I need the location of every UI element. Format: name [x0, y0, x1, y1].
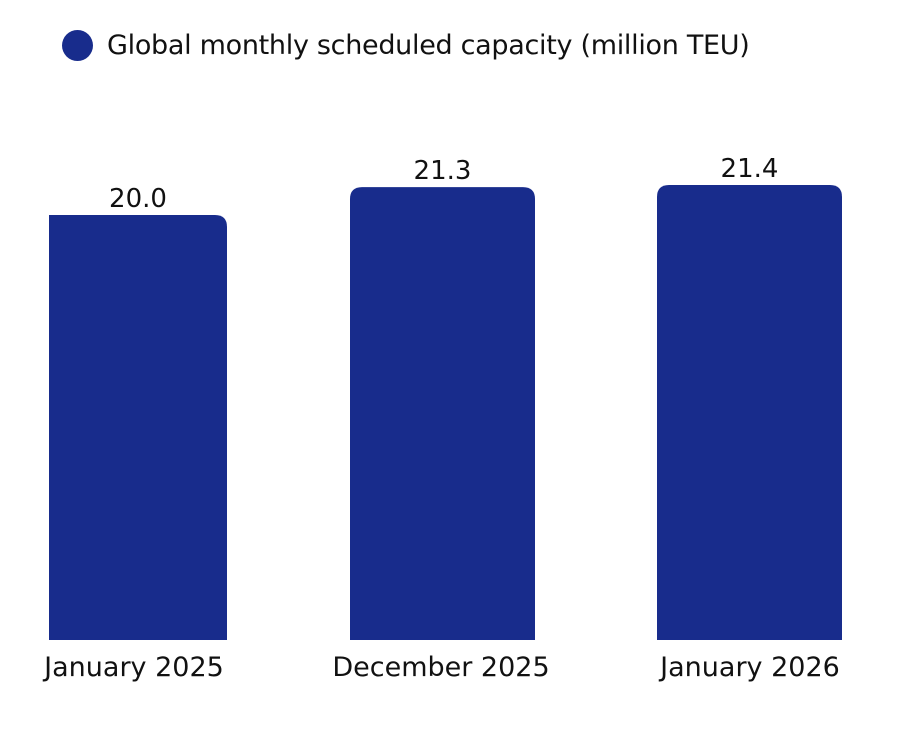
data-label: 20.0 — [109, 184, 167, 214]
x-tick-label: January 2025 — [42, 652, 224, 683]
bar-january-2025 — [49, 215, 227, 640]
legend-label: Global monthly scheduled capacity (milli… — [107, 30, 750, 61]
legend-marker-icon — [62, 30, 93, 61]
bar-december-2025 — [350, 187, 535, 640]
data-label: 21.4 — [721, 154, 779, 184]
data-label: 21.3 — [414, 156, 472, 186]
x-tick-label: January 2026 — [658, 652, 840, 683]
bar-january-2026 — [657, 185, 842, 640]
x-tick-label: December 2025 — [332, 652, 549, 683]
legend: Global monthly scheduled capacity (milli… — [62, 30, 750, 61]
